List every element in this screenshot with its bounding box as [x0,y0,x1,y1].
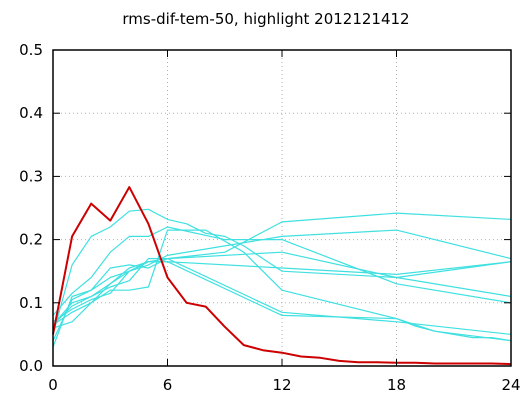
y-tick-label: 0.0 [19,357,43,375]
series-line-8 [52,229,512,326]
grid-layer [53,50,511,366]
series-line-3 [52,226,512,316]
y-tick-label: 0.3 [19,167,43,185]
y-tick-label: 0.2 [19,231,43,249]
series-line-7 [52,258,512,335]
y-tick-label: 0.1 [19,294,43,312]
x-tick-label: 6 [163,376,173,394]
tick-layer: 0 6 12 18 24 0.0 0.1 0.2 0.3 0.4 0.5 [19,41,520,394]
highlight-series-line [52,186,512,366]
x-tick-label: 24 [501,376,520,394]
highlight-layer [52,186,512,366]
x-tick-label: 0 [48,376,58,394]
series-line-2 [52,212,512,341]
series-layer [52,208,512,348]
chart-title: rms-dif-tem-50, highlight 2012121412 [122,10,409,28]
x-tick-label: 12 [272,376,291,394]
x-tick-label: 18 [387,376,406,394]
y-tick-label: 0.4 [19,104,43,122]
series-line-9 [52,251,512,326]
series-line-1 [52,208,512,335]
series-line-6 [52,261,512,342]
y-tick-label: 0.5 [19,41,43,59]
